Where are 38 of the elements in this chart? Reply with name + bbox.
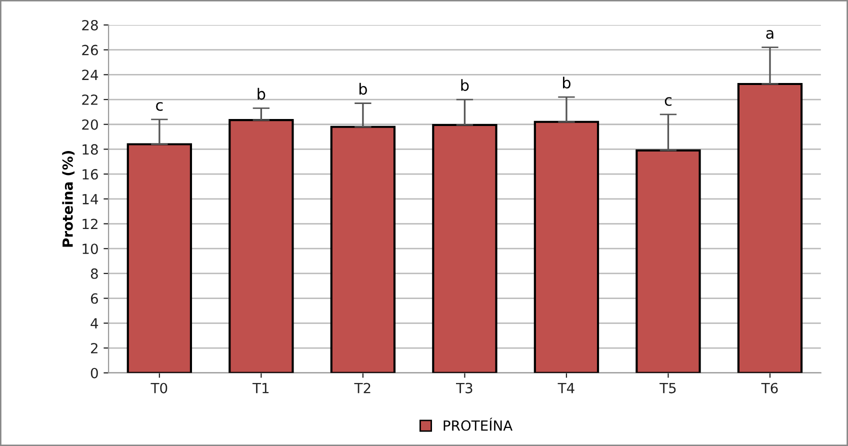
y-tick-label: 4 — [90, 318, 98, 328]
bar — [228, 118, 294, 373]
x-tick-label: T6 — [761, 382, 778, 394]
annotation: c — [156, 102, 163, 111]
x-tick-label: T2 — [354, 382, 370, 394]
bar — [737, 82, 803, 373]
annotation: a — [766, 30, 774, 39]
y-tick-label: 2 — [91, 342, 98, 354]
annotation: b — [359, 82, 367, 95]
x-tick-label: T1 — [252, 383, 269, 394]
y-tick-label: 18 — [82, 144, 98, 155]
y-tick-label: 22 — [82, 94, 98, 105]
bar — [432, 124, 498, 373]
bar — [534, 120, 600, 373]
y-tick-label: 24 — [82, 70, 98, 80]
y-tick-label: 28 — [82, 20, 98, 30]
y-tick-label: 26 — [82, 44, 98, 56]
annotation: b — [461, 79, 469, 92]
y-tick-label: 12 — [82, 218, 98, 230]
y-tick-label: 20 — [82, 119, 98, 130]
bar — [636, 149, 701, 373]
y-tick-label: 6 — [90, 293, 98, 304]
y-axis-title: Proteina (%) — [62, 151, 75, 247]
y-tick-label: 8 — [90, 268, 98, 279]
annotation: c — [664, 97, 672, 106]
annotation: b — [258, 88, 266, 100]
y-tick-label: 10 — [82, 244, 98, 254]
y-tick-label: 0 — [90, 368, 98, 378]
x-tick-label: T3 — [456, 382, 472, 394]
annotation: b — [563, 76, 570, 89]
y-tick-label: 14 — [82, 194, 98, 204]
x-tick-label: T0 — [150, 382, 168, 394]
bar — [126, 143, 192, 373]
legend-label: PROTEÍNA — [444, 418, 512, 431]
x-tick-label: T4 — [558, 383, 574, 394]
y-tick-label: 16 — [82, 169, 98, 180]
x-tick-label: T5 — [660, 383, 676, 394]
bar — [330, 126, 396, 373]
